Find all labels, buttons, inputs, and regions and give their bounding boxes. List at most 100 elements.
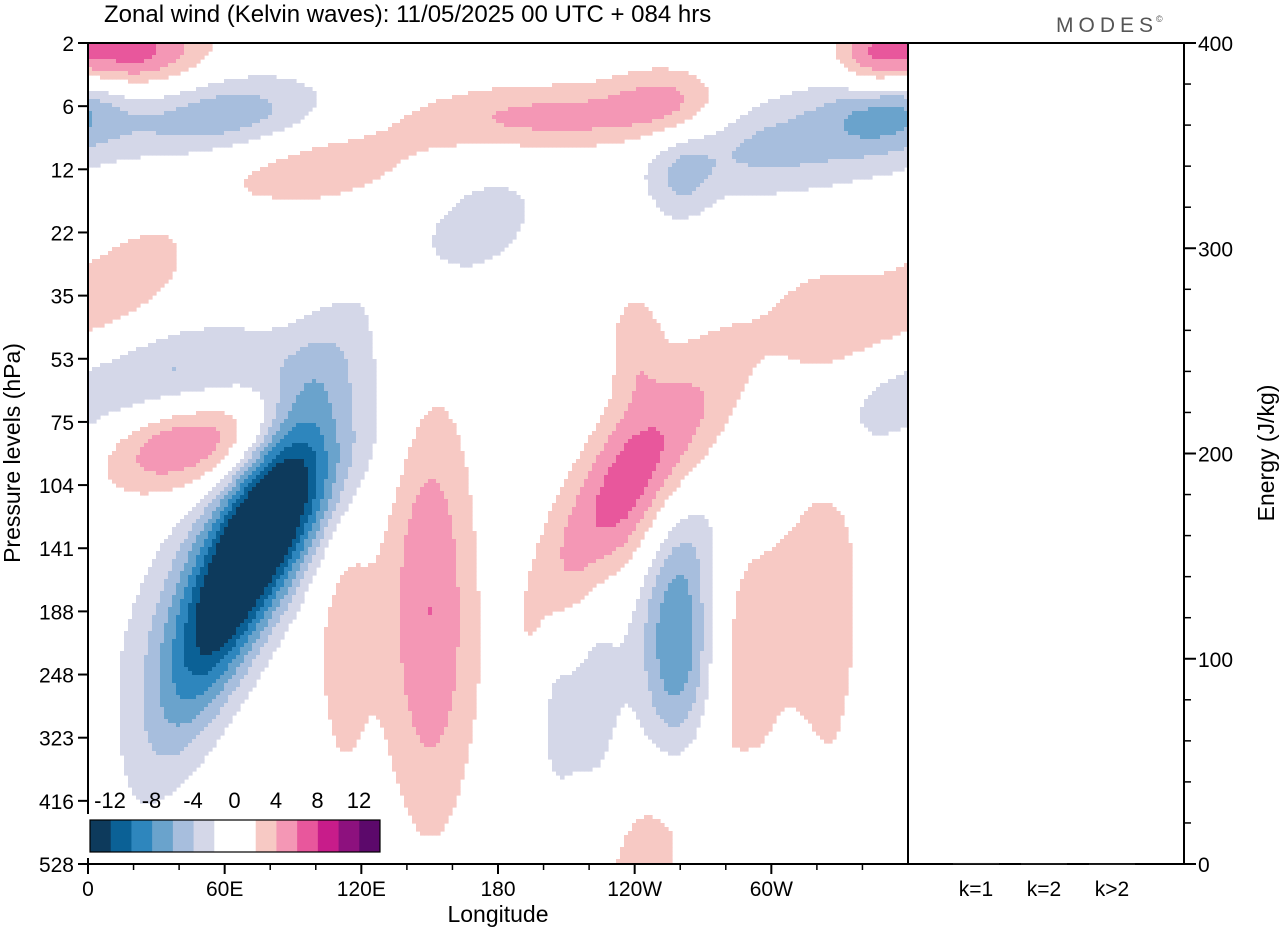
heatmap-cell bbox=[436, 135, 441, 140]
heatmap-cell bbox=[780, 167, 785, 172]
heatmap-cell bbox=[284, 171, 289, 176]
heatmap-cell bbox=[888, 63, 893, 68]
heatmap-cell bbox=[304, 87, 309, 92]
heatmap-cell bbox=[596, 139, 601, 144]
heatmap-cell bbox=[844, 171, 849, 176]
heatmap-cell bbox=[852, 91, 857, 96]
heatmap-cell bbox=[236, 139, 241, 144]
heatmap-cell bbox=[136, 63, 141, 68]
heatmap-cell bbox=[588, 83, 593, 88]
heatmap-cell bbox=[240, 103, 245, 108]
heatmap-cell bbox=[364, 171, 369, 176]
heatmap-cell bbox=[768, 135, 773, 140]
heatmap-cell bbox=[696, 163, 701, 168]
heatmap-cell bbox=[236, 123, 241, 128]
heatmap-cell bbox=[164, 55, 169, 60]
heatmap-cell bbox=[116, 151, 121, 156]
heatmap-cell bbox=[864, 139, 869, 144]
heatmap-cell bbox=[572, 139, 577, 144]
heatmap-cell bbox=[828, 119, 833, 124]
heatmap-cell bbox=[404, 139, 409, 144]
heatmap-cell bbox=[132, 287, 137, 292]
heatmap-cell bbox=[548, 103, 553, 108]
heatmap-cell bbox=[892, 155, 897, 160]
heatmap-cell bbox=[892, 131, 897, 136]
heatmap-cell bbox=[900, 119, 905, 124]
heatmap-cell bbox=[164, 119, 169, 124]
heatmap-cell bbox=[744, 115, 749, 120]
heatmap-cell bbox=[308, 91, 313, 96]
heatmap-cell bbox=[672, 207, 677, 212]
heatmap-cell bbox=[764, 115, 769, 120]
heatmap-cell bbox=[104, 283, 109, 288]
heatmap-cell bbox=[884, 59, 889, 64]
heatmap-cell bbox=[672, 111, 677, 116]
heatmap-cell bbox=[464, 231, 469, 236]
heatmap-cell bbox=[568, 131, 573, 136]
heatmap-cell bbox=[468, 207, 473, 212]
heatmap-cell bbox=[440, 115, 445, 120]
heatmap-cell bbox=[444, 107, 449, 112]
heatmap-cell bbox=[584, 115, 589, 120]
heatmap-cell bbox=[148, 63, 153, 68]
heatmap-cell bbox=[452, 243, 457, 248]
heatmap-cell bbox=[464, 243, 469, 248]
heatmap-cell bbox=[536, 115, 541, 120]
heatmap-cell bbox=[828, 103, 833, 108]
heatmap-cell bbox=[148, 295, 153, 300]
heatmap-cell bbox=[856, 51, 861, 56]
heatmap-cell bbox=[476, 227, 481, 232]
heatmap-cell bbox=[788, 303, 793, 308]
heatmap-cell bbox=[684, 83, 689, 88]
heatmap-cell bbox=[328, 187, 333, 192]
heatmap-cell bbox=[328, 155, 333, 160]
heatmap-cell bbox=[152, 127, 157, 132]
heatmap-cell bbox=[292, 95, 297, 100]
heatmap-cell bbox=[832, 123, 837, 128]
heatmap-cell bbox=[732, 183, 737, 188]
heatmap-cell bbox=[884, 103, 889, 108]
heatmap-cell bbox=[124, 287, 129, 292]
heatmap-cell bbox=[508, 231, 513, 236]
heatmap-cell bbox=[536, 123, 541, 128]
heatmap-cell bbox=[300, 91, 305, 96]
heatmap-cell bbox=[492, 195, 497, 200]
heatmap-cell bbox=[448, 227, 453, 232]
heatmap-cell bbox=[116, 135, 121, 140]
heatmap-cell bbox=[224, 139, 229, 144]
heatmap-cell bbox=[852, 155, 857, 160]
heatmap-cell bbox=[820, 107, 825, 112]
heatmap-cell bbox=[536, 91, 541, 96]
heatmap-cell bbox=[132, 55, 137, 60]
heatmap-cell bbox=[196, 131, 201, 136]
heatmap-cell bbox=[500, 115, 505, 120]
heatmap-cell bbox=[692, 75, 697, 80]
heatmap-cell bbox=[220, 135, 225, 140]
heatmap-cell bbox=[508, 195, 513, 200]
heatmap-cell bbox=[564, 95, 569, 100]
heatmap-cell bbox=[140, 299, 145, 304]
heatmap-cell bbox=[764, 159, 769, 164]
heatmap-cell bbox=[692, 163, 697, 168]
heatmap-cell bbox=[500, 131, 505, 136]
heatmap-cell bbox=[672, 87, 677, 92]
heatmap-cell bbox=[456, 107, 461, 112]
heatmap-cell bbox=[472, 119, 477, 124]
heatmap-cell bbox=[224, 99, 229, 104]
heatmap-cell bbox=[756, 187, 761, 192]
heatmap-cell bbox=[672, 191, 677, 196]
heatmap-cell bbox=[200, 123, 205, 128]
heatmap-cell bbox=[292, 155, 297, 160]
heatmap-cell bbox=[448, 131, 453, 136]
heatmap-cell bbox=[136, 135, 141, 140]
heatmap-cell bbox=[356, 303, 361, 308]
heatmap-cell bbox=[96, 287, 101, 292]
heatmap-cell bbox=[672, 155, 677, 160]
heatmap-cell bbox=[528, 131, 533, 136]
heatmap-cell bbox=[92, 311, 97, 316]
heatmap-cell bbox=[812, 107, 817, 112]
heatmap-cell bbox=[124, 47, 129, 52]
heatmap-cell bbox=[376, 155, 381, 160]
heatmap-cell bbox=[684, 163, 689, 168]
heatmap-cell bbox=[824, 279, 829, 284]
